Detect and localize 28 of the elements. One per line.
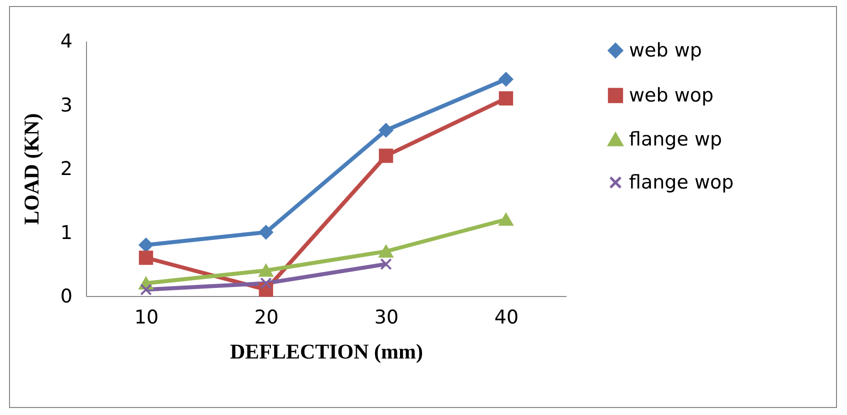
point bbox=[138, 250, 154, 265]
point bbox=[260, 277, 272, 290]
point bbox=[498, 213, 514, 226]
x-tick-label: 40 bbox=[494, 306, 519, 328]
x-axis-title: DEFLECTION (mm) bbox=[230, 340, 424, 364]
x-tick-label: 30 bbox=[374, 306, 399, 328]
point bbox=[378, 148, 394, 163]
y-axis-title: LOAD (KN) bbox=[19, 113, 44, 225]
y-tick-label: 0 bbox=[60, 286, 72, 308]
point bbox=[258, 225, 274, 240]
point bbox=[138, 238, 154, 252]
point bbox=[140, 284, 152, 296]
y-tick-label: 1 bbox=[60, 222, 72, 244]
point bbox=[498, 91, 514, 106]
y-tick-label: 4 bbox=[60, 30, 72, 52]
legend-label: flange wop bbox=[629, 172, 734, 194]
legend-label: web wp bbox=[629, 40, 702, 62]
legend-label: flange wp bbox=[629, 128, 722, 150]
point bbox=[498, 72, 514, 86]
point bbox=[378, 123, 394, 138]
x-tick-label: 20 bbox=[254, 306, 279, 328]
point bbox=[258, 264, 274, 277]
point bbox=[378, 245, 394, 258]
legend-label: web wop bbox=[629, 84, 714, 106]
point bbox=[380, 258, 392, 270]
x-tick-label: 10 bbox=[134, 306, 159, 328]
y-tick-label: 3 bbox=[60, 94, 72, 116]
y-tick-label: 2 bbox=[60, 158, 72, 180]
